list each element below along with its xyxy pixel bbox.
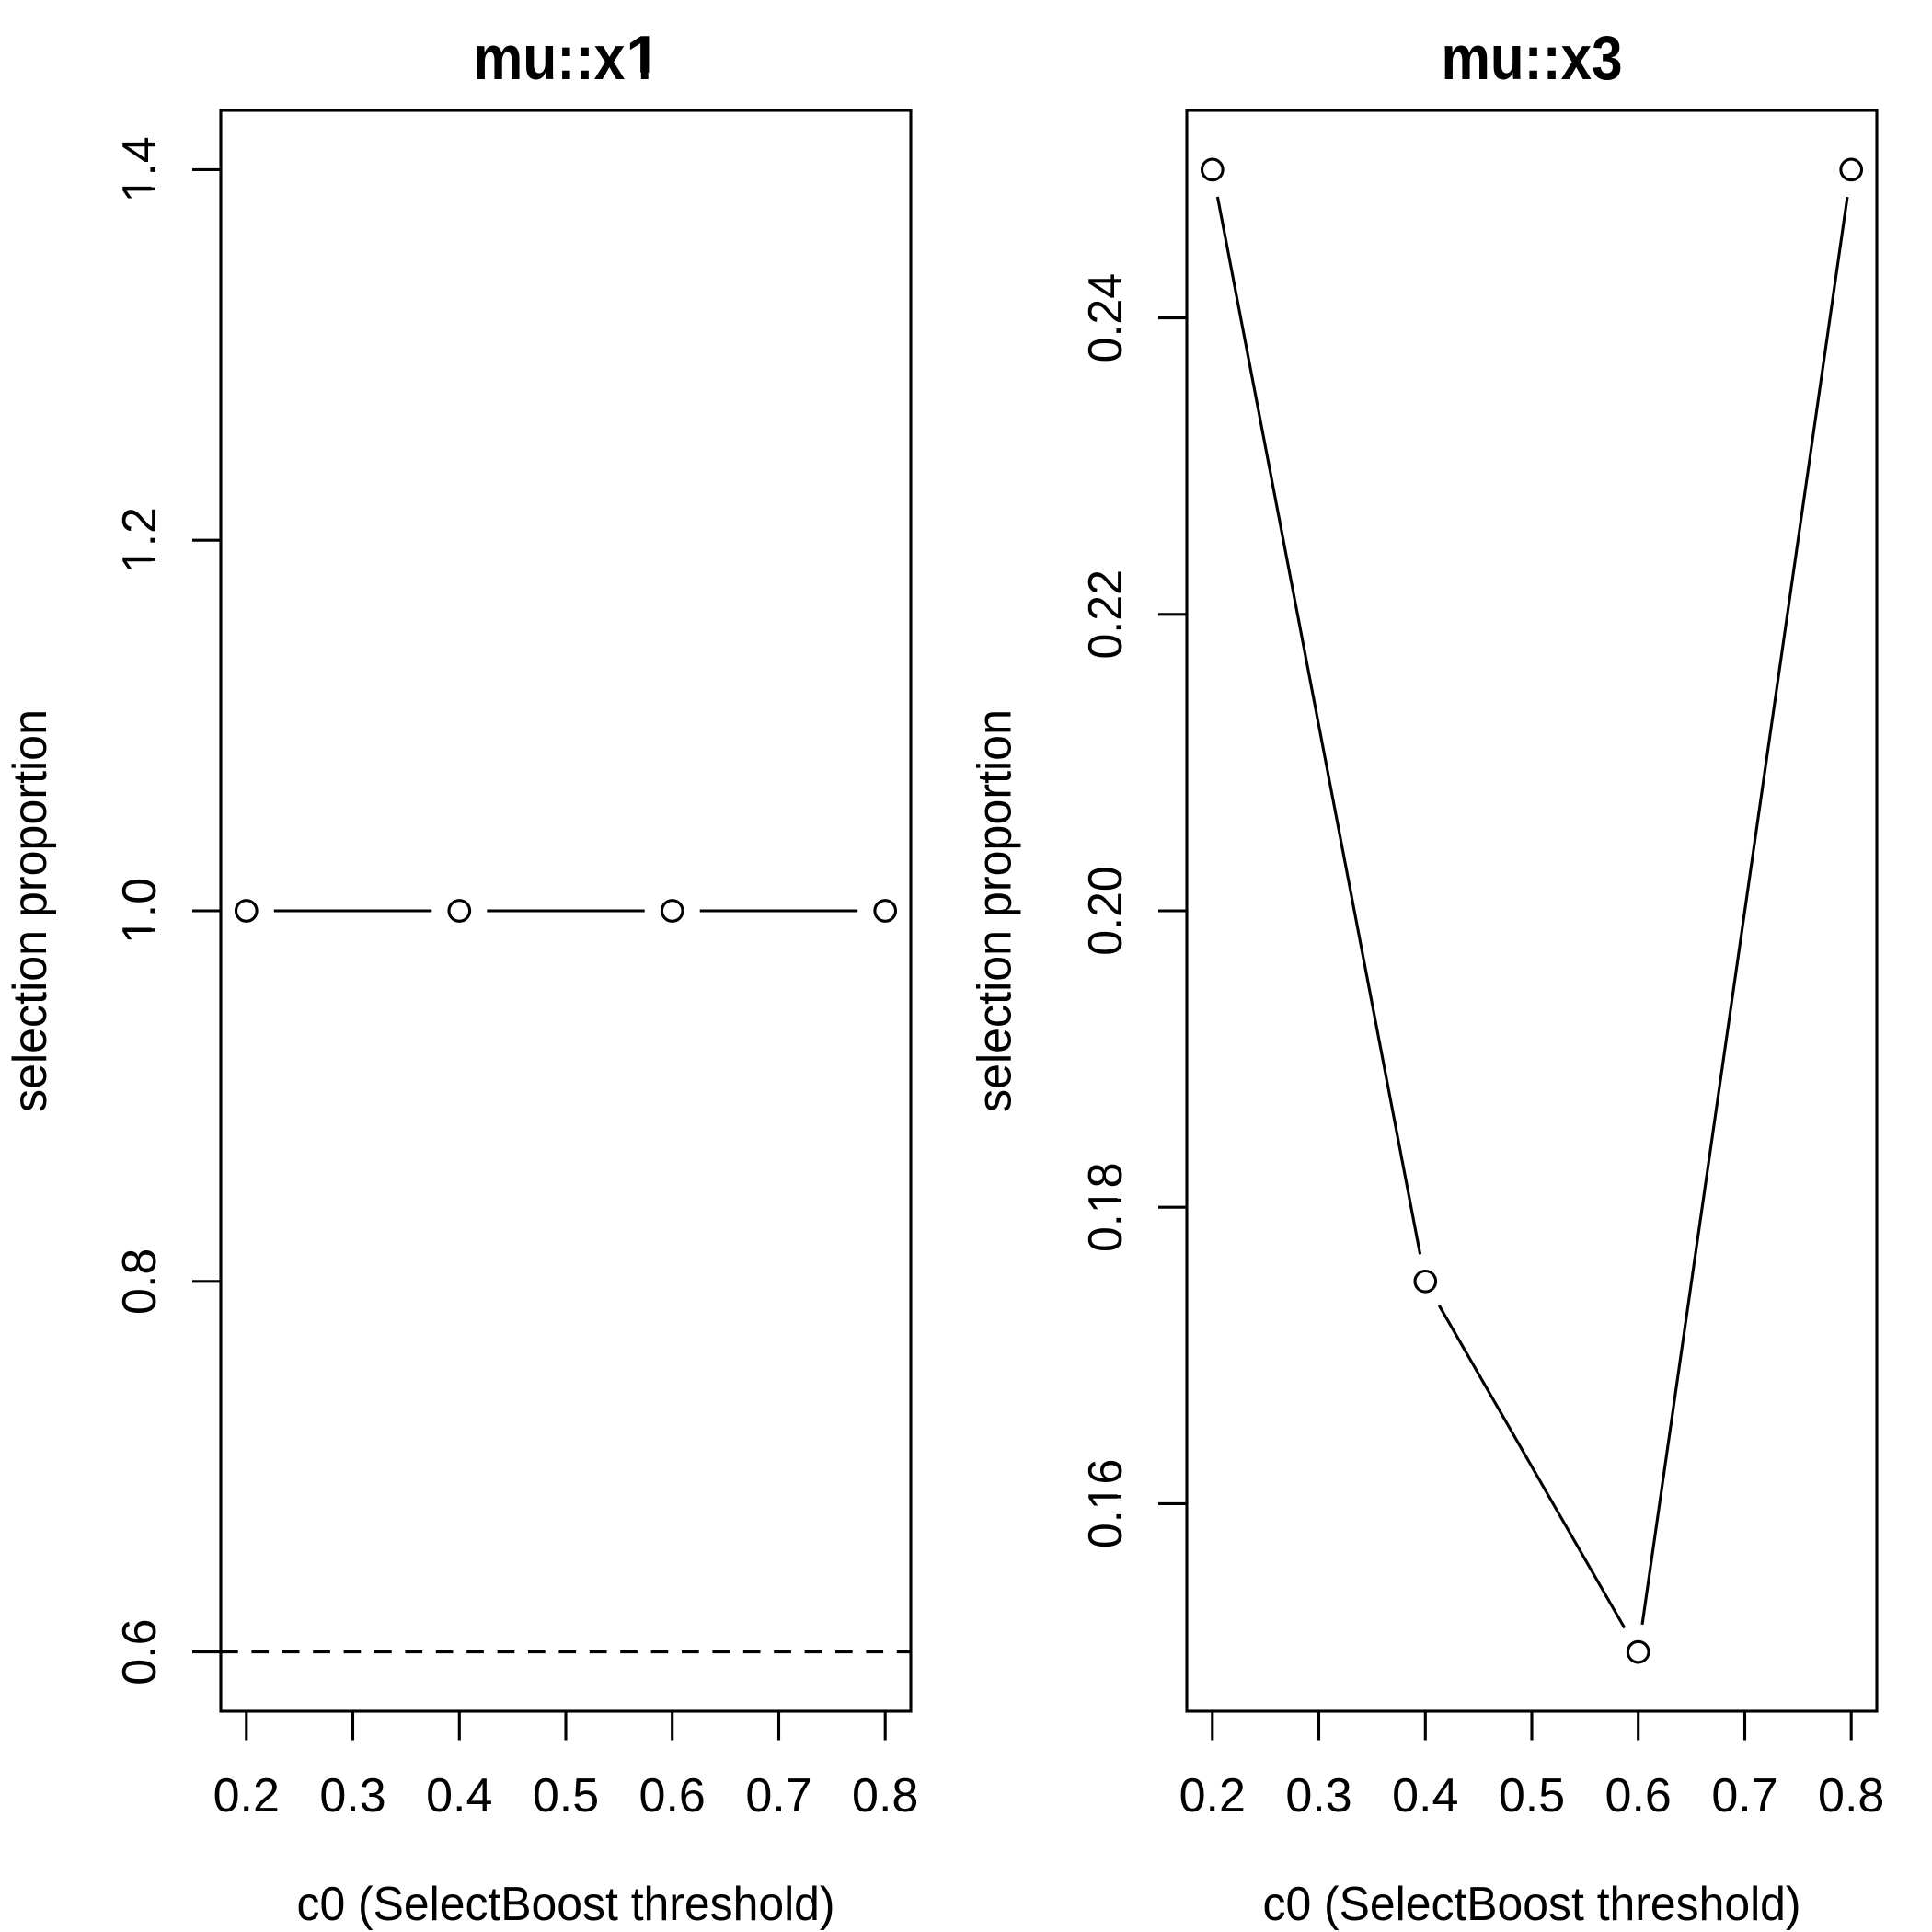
svg-text:1.2: 1.2 [113, 507, 167, 573]
svg-text:0.18: 0.18 [1079, 1162, 1133, 1252]
svg-text:0.4: 0.4 [1392, 1769, 1458, 1823]
svg-text:1.0: 1.0 [113, 878, 167, 944]
svg-text:0.20: 0.20 [1079, 866, 1133, 956]
svg-text:0.8: 0.8 [852, 1769, 918, 1823]
svg-text:0.8: 0.8 [1818, 1769, 1884, 1823]
svg-text:mu::x: mu::x [473, 23, 625, 93]
svg-text:0.7: 0.7 [745, 1769, 811, 1823]
svg-text:selection proportion: selection proportion [4, 709, 57, 1112]
svg-text:mu::x3: mu::x3 [1442, 23, 1623, 93]
svg-text:0.6: 0.6 [1605, 1769, 1672, 1823]
svg-text:1: 1 [626, 23, 661, 93]
svg-text:1.4: 1.4 [113, 136, 167, 202]
svg-text:selection proportion: selection proportion [969, 709, 1022, 1112]
svg-text:0.2: 0.2 [213, 1769, 280, 1823]
svg-text:0.2: 0.2 [1179, 1769, 1246, 1823]
svg-text:0.4: 0.4 [426, 1769, 492, 1823]
svg-text:0.3: 0.3 [319, 1769, 385, 1823]
svg-text:0.3: 0.3 [1285, 1769, 1351, 1823]
svg-text:c0 (SelectBoost threshold): c0 (SelectBoost threshold) [1263, 1878, 1801, 1931]
svg-text:0.7: 0.7 [1711, 1769, 1777, 1823]
svg-text:0.5: 0.5 [1499, 1769, 1565, 1823]
svg-text:0.8: 0.8 [113, 1248, 167, 1315]
svg-text:0.16: 0.16 [1079, 1459, 1133, 1549]
svg-text:0.24: 0.24 [1079, 273, 1133, 363]
svg-text:0.6: 0.6 [113, 1618, 167, 1685]
svg-text:0.22: 0.22 [1079, 569, 1133, 660]
svg-text:0.5: 0.5 [533, 1769, 599, 1823]
svg-text:0.6: 0.6 [639, 1769, 706, 1823]
svg-text:c0 (SelectBoost threshold): c0 (SelectBoost threshold) [297, 1878, 835, 1931]
